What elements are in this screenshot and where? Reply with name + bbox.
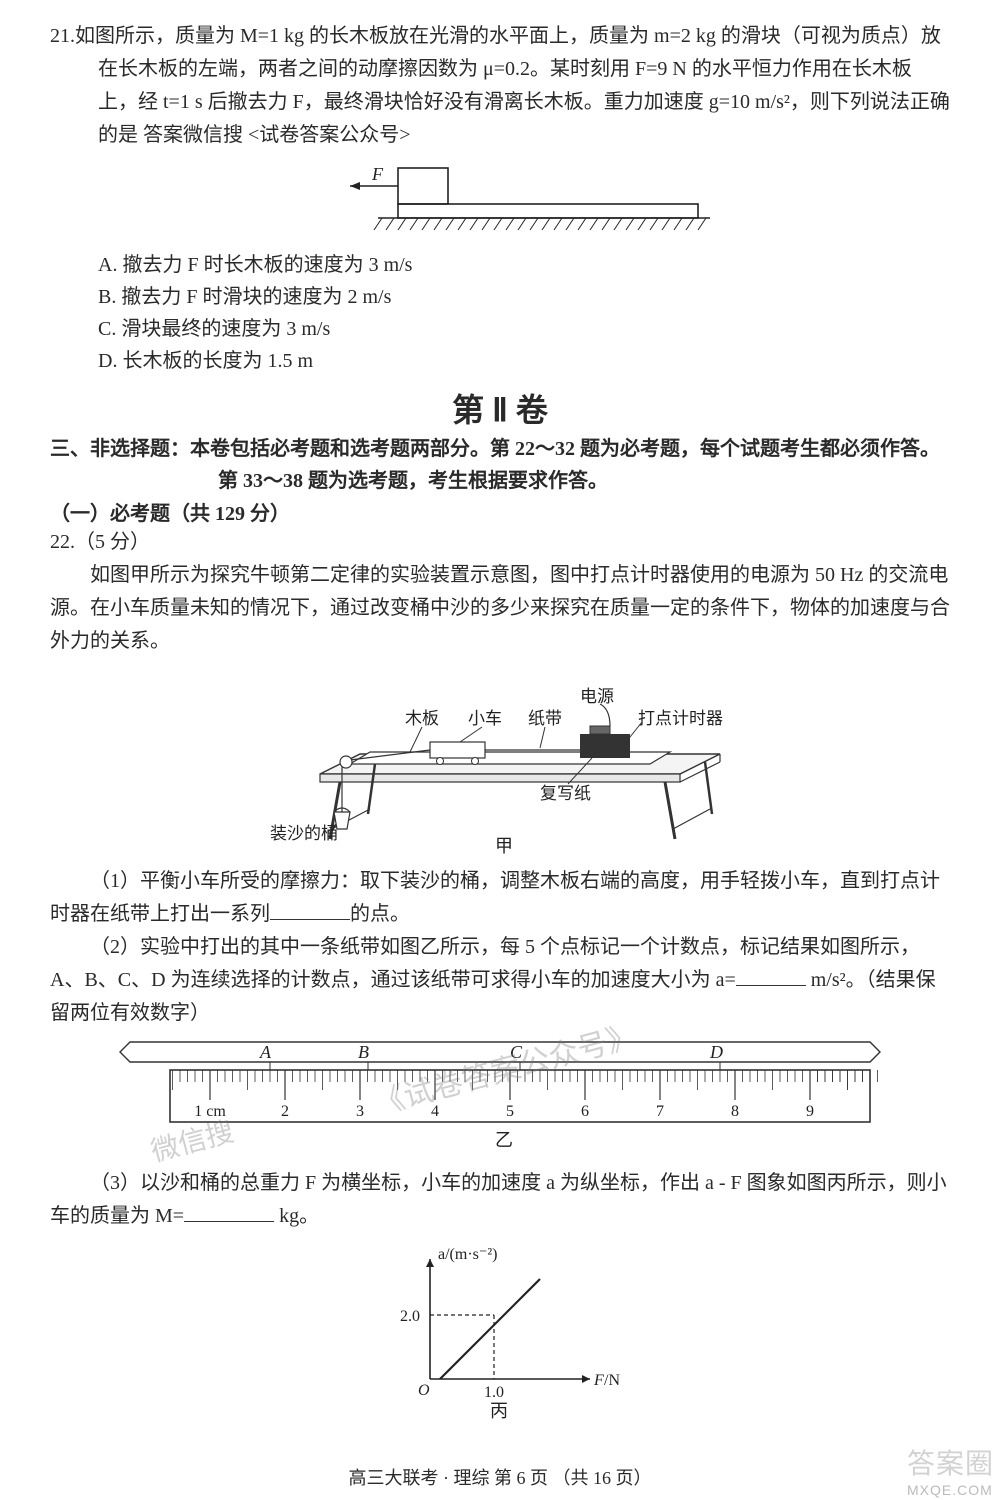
svg-text:B: B (358, 1042, 369, 1062)
q22-p4b: kg。 (274, 1205, 319, 1227)
svg-text:7: 7 (656, 1103, 664, 1120)
q21-num: 21. (50, 25, 75, 47)
q21-text: 如图所示，质量为 M=1 kg 的长木板放在光滑的水平面上，质量为 m=2 kg… (75, 25, 950, 146)
page-footer: 高三大联考 · 理综 第 6 页 （共 16 页） (50, 1464, 950, 1490)
svg-text:小车: 小车 (468, 709, 502, 728)
q22-p3: （2）实验中打出的其中一条纸带如图乙所示，每 5 个点标记一个计数点，标记结果如… (50, 931, 950, 1030)
q21-stem: 21.如图所示，质量为 M=1 kg 的长木板放在光滑的水平面上，质量为 m=2… (50, 20, 950, 152)
q22-head: 22.（5 分） (50, 526, 950, 559)
svg-text:F: F (593, 1372, 604, 1389)
q22-graph: a/(m·s⁻²) 2.0 1.0 O F /N 丙 (50, 1239, 950, 1424)
part2-instr-text: 三、非选择题：本卷包括必考题和选考题两部分。第 22～32 题为必考题，每个试题… (50, 433, 950, 497)
logo-text-cn: 答案圈 (907, 1442, 994, 1482)
q22-p2b: 的点。 (350, 903, 410, 925)
q22-p1: 如图甲所示为探究牛顿第二定律的实验装置示意图，图中打点计时器使用的电源为 50 … (50, 559, 950, 658)
svg-text:乙: 乙 (495, 1130, 513, 1150)
blank-2 (736, 965, 806, 986)
svg-text:1 cm: 1 cm (194, 1103, 226, 1120)
part2-sub: （一）必考题（共 129 分） (50, 497, 950, 526)
q22-p2: （1）平衡小车所受的摩擦力：取下装沙的桶，调整木板右端的高度，用手轻拨小车，直到… (50, 865, 950, 931)
svg-text:1.0: 1.0 (484, 1384, 504, 1401)
svg-text:4: 4 (431, 1103, 439, 1120)
svg-text:a/(m·s⁻²): a/(m·s⁻²) (438, 1246, 497, 1263)
svg-text:9: 9 (806, 1103, 814, 1120)
q21-diagram: F (50, 158, 950, 243)
svg-text:A: A (259, 1042, 272, 1062)
q22-fig1: 木板 小车 纸带 电源 打点计时器 复写纸 装沙的桶 甲 (50, 664, 950, 859)
svg-text:电源: 电源 (580, 687, 614, 706)
svg-text:C: C (510, 1042, 523, 1062)
logo-text-en: MXQE.COM (907, 1482, 994, 1498)
svg-text:打点计时器: 打点计时器 (638, 709, 723, 728)
svg-text:8: 8 (731, 1103, 739, 1120)
svg-text:5: 5 (506, 1103, 514, 1120)
q21-opt-d: D. 长木板的长度为 1.5 m (50, 345, 950, 377)
q21-opt-a: A. 撤去力 F 时长木板的速度为 3 m/s (50, 249, 950, 281)
svg-text:O: O (418, 1382, 430, 1399)
svg-text:D: D (709, 1042, 723, 1062)
q21-opt-c: C. 滑块最终的速度为 3 m/s (50, 313, 950, 345)
q22-p4: （3）以沙和桶的总重力 F 为横坐标，小车的加速度 a 为纵坐标，作出 a - … (50, 1167, 950, 1233)
svg-text:甲: 甲 (495, 836, 513, 854)
q21-opt-b: B. 撤去力 F 时滑块的速度为 2 m/s (50, 281, 950, 313)
svg-text:/N: /N (604, 1372, 620, 1389)
svg-text:F: F (371, 164, 384, 184)
site-logo: 答案圈 MXQE.COM (907, 1442, 994, 1498)
svg-text:丙: 丙 (490, 1401, 508, 1419)
svg-text:3: 3 (356, 1103, 364, 1120)
svg-text:2: 2 (281, 1103, 289, 1120)
svg-text:纸带: 纸带 (528, 709, 562, 728)
q22-p2a: （1）平衡小车所受的摩擦力：取下装沙的桶，调整木板右端的高度，用手轻拨小车，直到… (50, 870, 940, 925)
svg-text:木板: 木板 (405, 709, 439, 728)
blank-3 (184, 1201, 274, 1222)
svg-text:6: 6 (581, 1103, 589, 1120)
svg-text:复写纸: 复写纸 (540, 784, 591, 803)
svg-text:2.0: 2.0 (400, 1308, 420, 1325)
svg-text:装沙的桶: 装沙的桶 (270, 824, 338, 843)
blank-1 (270, 899, 350, 920)
q22-ruler: A B C D 1 cm 2 3 (50, 1036, 950, 1161)
part2-instr: 三、非选择题：本卷包括必考题和选考题两部分。第 22～32 题为必考题，每个试题… (50, 433, 950, 497)
part2-title: 第 Ⅱ 卷 (50, 385, 950, 431)
